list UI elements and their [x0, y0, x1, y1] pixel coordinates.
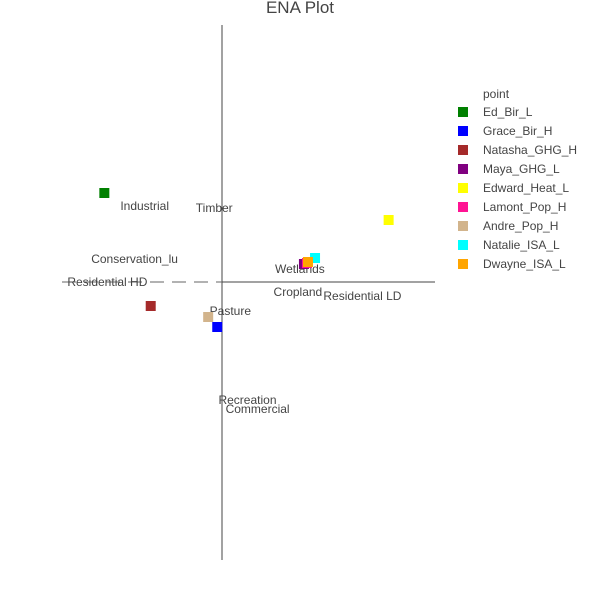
legend-label: Edward_Heat_L	[483, 181, 569, 195]
legend-label: Andre_Pop_H	[483, 219, 558, 233]
point-grace-bir-h[interactable]	[212, 322, 223, 332]
node-label-residential-ld: Residential LD	[323, 289, 401, 303]
legend-swatch	[458, 126, 468, 136]
legend-item-natalie-isa-l[interactable]: Natalie_ISA_L	[458, 238, 560, 252]
legend-item-dwayne-isa-l[interactable]: Dwayne_ISA_L	[458, 257, 566, 271]
legend-item-maya-ghg-l[interactable]: Maya_GHG_L	[458, 162, 560, 176]
legend-swatch	[458, 183, 468, 193]
legend-label: Maya_GHG_L	[483, 162, 560, 176]
legend-swatch	[458, 221, 468, 231]
legend-swatch	[458, 240, 468, 250]
plot-area: Industrial Timber Conservation_lu Residenti…	[62, 25, 435, 560]
legend-item-grace-bir-h[interactable]: Grace_Bir_H	[458, 124, 552, 138]
legend-swatch	[458, 259, 468, 269]
node-label-timber: Timber	[196, 201, 233, 215]
node-label-residential-hd: Residential HD	[67, 275, 147, 289]
chart-title: ENA Plot	[266, 0, 334, 17]
node-label-conservation-lu: Conservation_lu	[91, 252, 178, 266]
legend-label: Natasha_GHG_H	[483, 143, 577, 157]
legend-swatch	[458, 164, 468, 174]
node-label-recreation: Recreation	[218, 393, 276, 407]
legend-swatch	[458, 202, 468, 212]
legend: point Ed_Bir_L Grace_Bir_H Natasha_GHG_H Ma…	[458, 87, 577, 271]
legend-item-lamont-pop-h[interactable]: Lamont_Pop_H	[458, 200, 566, 214]
point-andre-pop-h[interactable]	[203, 312, 214, 322]
node-labels: Industrial Timber Conservation_lu Residenti…	[67, 199, 401, 416]
node-label-pasture: Pasture	[210, 304, 252, 318]
legend-label: Grace_Bir_H	[483, 124, 552, 138]
legend-item-edward-heat-l[interactable]: Edward_Heat_L	[458, 181, 569, 195]
legend-item-ed-bir-l[interactable]: Ed_Bir_L	[458, 105, 533, 119]
legend-label: Dwayne_ISA_L	[483, 257, 566, 271]
point-edward-heat-l[interactable]	[383, 215, 394, 225]
data-points	[99, 188, 394, 332]
point-ed-bir-l[interactable]	[99, 188, 110, 198]
legend-label: Ed_Bir_L	[483, 105, 533, 119]
node-label-cropland: Cropland	[274, 285, 323, 299]
legend-label: Natalie_ISA_L	[483, 238, 560, 252]
legend-swatch	[458, 107, 468, 117]
node-label-industrial: Industrial	[120, 199, 169, 213]
point-dwayne-isa-l[interactable]	[302, 257, 313, 267]
point-natasha-ghg-h[interactable]	[145, 301, 156, 311]
node-label-commercial: Commercial	[226, 402, 290, 416]
point-natalie-isa-l[interactable]	[310, 253, 321, 263]
legend-title: point	[483, 87, 510, 101]
legend-item-andre-pop-h[interactable]: Andre_Pop_H	[458, 219, 558, 233]
legend-label: Lamont_Pop_H	[483, 200, 566, 214]
legend-item-natasha-ghg-h[interactable]: Natasha_GHG_H	[458, 143, 577, 157]
legend-swatch	[458, 145, 468, 155]
